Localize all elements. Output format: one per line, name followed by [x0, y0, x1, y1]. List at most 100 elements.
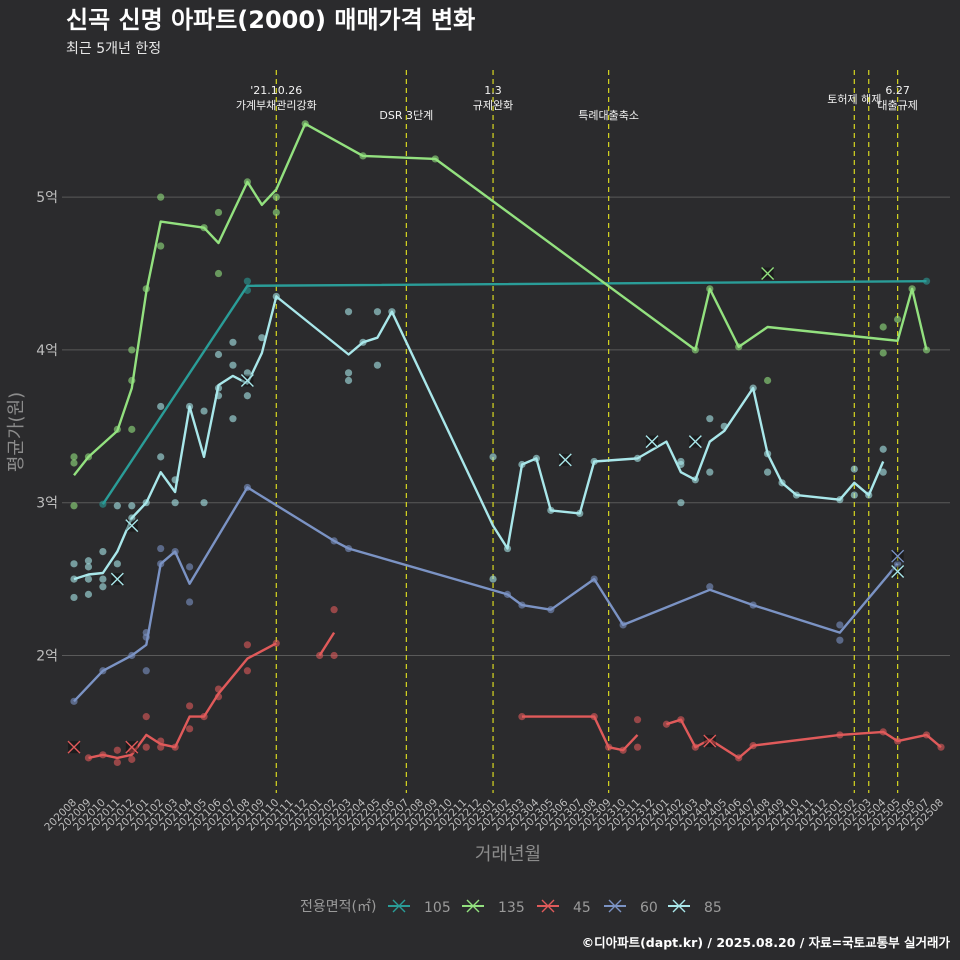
latest-marker-85 [110, 572, 124, 586]
event-label-line: 6.27 [885, 84, 910, 97]
data-point-105 [922, 277, 931, 285]
data-point-135 [70, 459, 78, 467]
data-point-60 [128, 651, 136, 660]
legend-key-cross [466, 899, 480, 913]
data-point-85 [720, 422, 728, 430]
legend-key-cross [672, 899, 686, 913]
data-point-85 [749, 384, 757, 392]
data-point-85 [229, 415, 237, 423]
data-point-85 [879, 445, 887, 453]
data-point-60 [749, 601, 757, 609]
data-point-135 [879, 349, 887, 357]
event-label: '21.10.26 가계부채관리강화 [236, 84, 317, 112]
data-point-60 [547, 606, 555, 614]
data-point-60 [70, 697, 78, 705]
data-point-85 [850, 491, 858, 499]
latest-marker-45 [125, 740, 139, 754]
event-label-line: 특례대출축소 [578, 109, 639, 122]
legend-key-cross [392, 899, 406, 913]
data-point-45 [142, 743, 150, 751]
event-label-line: 규제완화 [473, 99, 513, 112]
data-point-85 [70, 575, 78, 583]
data-point-60 [99, 667, 107, 675]
data-point-45 [518, 713, 526, 721]
data-point-85 [229, 338, 237, 346]
data-point-85 [70, 593, 78, 602]
data-point-85 [633, 454, 642, 463]
data-point-45 [619, 746, 627, 754]
y-tick-label: 2억 [36, 648, 58, 664]
data-point-135 [128, 425, 136, 433]
data-point-60 [171, 548, 179, 556]
data-point-45 [633, 743, 642, 751]
legend-key-cross [608, 899, 622, 913]
data-point-85 [850, 465, 858, 473]
data-point-60 [186, 563, 194, 571]
data-point-135 [113, 425, 121, 433]
data-point-85 [243, 392, 251, 400]
data-point-60 [894, 560, 902, 568]
data-point-85 [865, 491, 873, 499]
data-point-85 [128, 514, 136, 522]
data-point-85 [764, 468, 772, 476]
data-point-60 [619, 621, 627, 629]
data-point-85 [171, 476, 179, 484]
data-point-135 [691, 346, 699, 354]
data-point-135 [735, 343, 743, 351]
data-point-135 [142, 285, 150, 293]
event-label: 특례대출축소 [578, 109, 639, 122]
series-line-105 [101, 280, 927, 505]
data-point-45 [157, 737, 165, 745]
data-point-85 [547, 506, 555, 514]
data-point-85 [99, 548, 107, 556]
caption: ©디아파트(dapt.kr) / 2025.08.20 / 자료=국토교통부 실… [582, 935, 951, 950]
data-point-45 [113, 746, 121, 754]
data-point-45 [633, 716, 642, 724]
data-point-85 [344, 369, 353, 377]
data-point-85 [518, 460, 526, 469]
data-point-45 [243, 641, 251, 649]
data-point-45 [330, 651, 338, 660]
data-point-85 [200, 499, 208, 507]
series-line-85 [73, 295, 885, 581]
event-label-line: 대출규제 [877, 99, 917, 112]
data-point-105 [99, 500, 107, 508]
legend: 전용면적(㎡) 105 135 45 60 85 [300, 899, 722, 916]
event-label-line: 1.3 [484, 84, 502, 97]
data-point-45 [214, 685, 223, 693]
data-point-45 [836, 731, 844, 739]
data-point-85 [214, 350, 223, 359]
data-point-85 [157, 402, 165, 411]
legend-label: 135 [498, 900, 525, 916]
event-label-line: '21.10.26 [250, 84, 302, 97]
data-point-85 [836, 496, 844, 504]
data-point-135 [70, 502, 78, 510]
data-point-60 [330, 537, 338, 545]
data-point-135 [157, 242, 165, 250]
data-point-135 [128, 346, 136, 354]
latest-marker-cross [891, 564, 905, 578]
latest-marker-cross [703, 734, 717, 748]
data-point-135 [764, 376, 772, 385]
data-point-60 [157, 544, 165, 553]
legend-key-cross [541, 899, 555, 913]
data-point-60 [186, 598, 194, 606]
latest-marker-135 [761, 267, 775, 281]
data-point-45 [605, 743, 613, 751]
event-label-line: 토허제 해제 [827, 92, 881, 106]
latest-marker-85 [558, 453, 572, 467]
latest-marker-45 [67, 740, 81, 754]
data-point-85 [214, 384, 223, 392]
data-point-45 [677, 716, 685, 724]
y-axis-ticks: 2억 3억 4억 5억 [36, 190, 58, 664]
data-point-45 [142, 713, 150, 721]
event-label: DSR 3단계 [379, 109, 433, 122]
data-point-85 [186, 402, 194, 411]
data-point-60 [157, 560, 165, 568]
latest-marker-cross [240, 373, 254, 387]
data-point-85 [373, 361, 382, 369]
data-point-85 [171, 499, 179, 507]
data-point-85 [258, 334, 266, 342]
data-point-85 [344, 376, 353, 385]
